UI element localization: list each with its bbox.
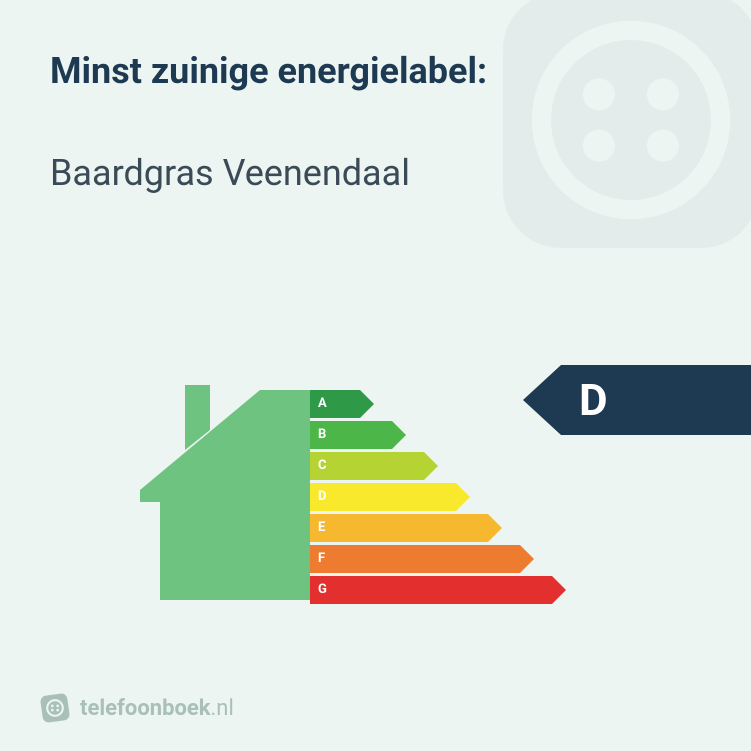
rating-badge: D	[523, 365, 751, 435]
energy-card: Minst zuinige energielabel: Baardgras Ve…	[0, 0, 751, 751]
bar-letter: A	[318, 396, 327, 411]
footer-logo-icon	[40, 693, 70, 723]
bar-shape-icon	[310, 545, 534, 573]
rating-arrow-icon	[523, 365, 561, 435]
bar-shape-icon	[310, 514, 502, 542]
watermark-icon	[471, 0, 751, 280]
footer: telefoonboek.nl	[40, 693, 234, 723]
bar-shape-icon	[310, 483, 470, 511]
house-icon	[140, 370, 310, 610]
bar-letter: G	[318, 582, 327, 597]
bar-shape-icon	[310, 452, 438, 480]
rating-value: D	[561, 365, 751, 435]
footer-brand: telefoonboek.nl	[80, 696, 234, 721]
footer-brand-suffix: .nl	[211, 696, 234, 721]
bar-letter: B	[318, 427, 326, 442]
bar-letter: F	[318, 551, 325, 566]
footer-brand-bold: telefoonboek	[80, 696, 211, 721]
bar-letter: D	[318, 489, 326, 504]
bar-letter: E	[318, 520, 325, 535]
bar-shape-icon	[310, 576, 566, 604]
bar-letter: C	[318, 458, 327, 473]
